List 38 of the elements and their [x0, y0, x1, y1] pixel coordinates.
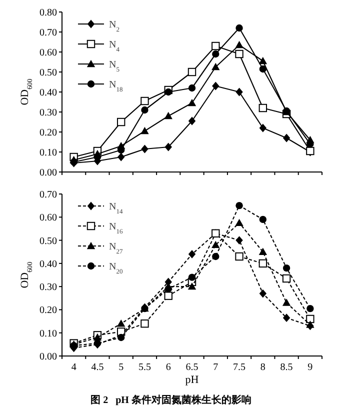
y-tick-label: 0.20	[40, 305, 57, 316]
y-tick-label: 0.70	[40, 28, 57, 38]
x-axis-title: pH	[185, 374, 199, 386]
y-tick-label: 0.80	[40, 8, 57, 18]
y-tick-label: 0.30	[40, 282, 57, 294]
legend-label: N$_{4}$	[109, 40, 120, 53]
x-tick-label: 8	[260, 362, 266, 373]
y-tick-label: 0.00	[40, 352, 57, 362]
x-tick-label: 9	[308, 362, 313, 373]
y-tick-label: 0.10	[40, 328, 57, 340]
y-tick-label: 0.60	[40, 48, 57, 58]
legend-label: N$_{14}$	[109, 202, 124, 215]
x-tick-label: 5.5	[138, 362, 151, 373]
y-tick-label: 0.20	[40, 128, 57, 138]
y-tick-label: 0.50	[40, 68, 57, 78]
y-tick-label: 0.50	[40, 236, 57, 247]
x-tick-label: 7.5	[233, 362, 246, 373]
y-tick-label: 0.10	[40, 148, 57, 158]
legend-label: N$_{5}$	[109, 60, 120, 73]
legend-label: N$_{18}$	[109, 80, 123, 93]
x-tick-label: 8.5	[280, 362, 293, 373]
x-tick-label: 4	[71, 362, 76, 373]
y-tick-label: 0.40	[40, 88, 57, 98]
y-tick-label: 0.00	[40, 168, 57, 178]
legend-label: N$_{2}$	[109, 20, 120, 33]
y-tick-label: 0.30	[40, 108, 57, 118]
legend-label: N$_{27}$	[109, 242, 124, 255]
legend-label: N$_{20}$	[109, 262, 123, 275]
x-tick-label: 4.5	[91, 362, 104, 373]
y-tick-label: 0.70	[40, 190, 57, 200]
x-tick-label: 7	[213, 362, 218, 373]
caption: 图 2 pH 条件对固氮菌株生长的影响	[90, 394, 252, 406]
x-tick-label: 6.5	[186, 362, 198, 373]
y-tick-label: 0.40	[40, 258, 57, 270]
x-tick-label: 5	[118, 362, 124, 373]
x-tick-label: 6	[166, 362, 171, 373]
y-tick-label: 0.60	[40, 212, 57, 224]
legend-label: N$_{16}$	[109, 222, 124, 235]
